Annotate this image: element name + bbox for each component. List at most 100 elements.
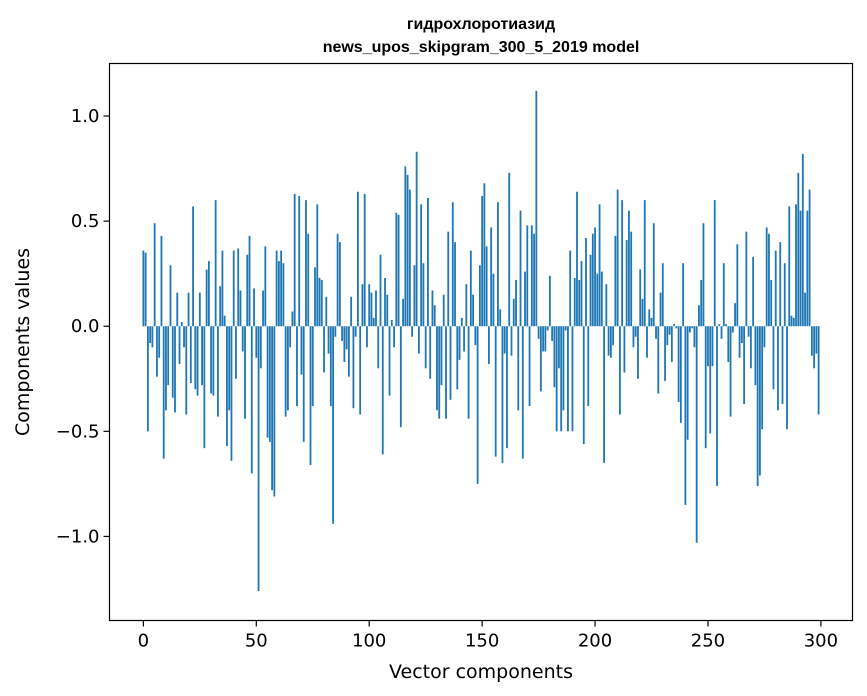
- bar-242: [688, 326, 691, 333]
- bar-73: [307, 233, 310, 327]
- bar-62: [282, 263, 285, 327]
- bar-230: [661, 263, 664, 327]
- bar-297: [813, 326, 816, 369]
- bar-186: [562, 326, 565, 411]
- bar-195: [582, 326, 585, 444]
- bar-275: [763, 326, 766, 348]
- bar-137: [451, 202, 454, 327]
- bar-55: [266, 326, 269, 438]
- bar-105: [379, 254, 382, 327]
- bar-166: [517, 326, 520, 411]
- bar-145: [469, 250, 472, 327]
- bar-7: [158, 326, 161, 358]
- bar-198: [589, 254, 592, 327]
- bar-4: [151, 326, 154, 348]
- bar-29: [207, 261, 210, 327]
- bar-284: [783, 263, 786, 327]
- bar-132: [440, 326, 443, 386]
- bar-292: [801, 153, 804, 327]
- bar-97: [361, 284, 364, 327]
- bar-3: [149, 326, 152, 344]
- bar-65: [289, 326, 292, 348]
- bar-215: [628, 210, 630, 327]
- bar-173: [533, 233, 535, 327]
- bar-57: [271, 326, 274, 491]
- bar-11: [167, 326, 170, 386]
- bar-286: [788, 206, 791, 327]
- x-axis-ticks: 0 50 100 150 200 250 300: [138, 620, 838, 652]
- bar-31: [212, 326, 215, 396]
- bar-193: [578, 279, 581, 327]
- bar-72: [305, 200, 307, 327]
- bar-82: [327, 326, 330, 354]
- bar-90: [345, 326, 348, 350]
- bar-33: [217, 326, 219, 417]
- bar-92: [350, 296, 353, 327]
- bar-49: [253, 288, 255, 327]
- bar-136: [449, 326, 452, 400]
- bar-43: [239, 290, 242, 327]
- bar-70: [300, 326, 303, 375]
- bar-34: [219, 286, 222, 327]
- bar-85: [334, 326, 337, 337]
- bar-214: [625, 240, 628, 327]
- bar-138: [454, 242, 456, 327]
- bar-238: [679, 326, 682, 423]
- bar-32: [214, 200, 217, 327]
- bar-152: [485, 246, 488, 327]
- bar-41: [235, 326, 237, 379]
- bar-266: [743, 326, 746, 405]
- bar-261: [731, 326, 734, 333]
- bar-260: [729, 326, 732, 417]
- bar-191: [573, 277, 576, 327]
- bar-179: [546, 326, 549, 331]
- bar-210: [616, 189, 619, 327]
- y-tick-label: 0.0: [71, 316, 100, 337]
- bar-213: [623, 326, 626, 373]
- bar-248: [702, 223, 705, 327]
- bar-288: [792, 317, 795, 327]
- bar-274: [761, 326, 764, 430]
- bar-147: [474, 326, 477, 346]
- bar-9: [162, 326, 165, 459]
- bar-168: [521, 326, 524, 459]
- bar-14: [174, 326, 176, 413]
- bar-209: [614, 235, 617, 327]
- bar-150: [481, 195, 484, 327]
- bar-239: [682, 263, 685, 327]
- bar-114: [399, 326, 402, 428]
- bar-74: [309, 326, 312, 465]
- bar-108: [386, 294, 389, 327]
- bar-199: [591, 233, 594, 327]
- bar-8: [160, 235, 163, 327]
- bar-53: [262, 290, 264, 327]
- bar-35: [221, 250, 224, 327]
- bar-79: [320, 279, 323, 327]
- bar-289: [795, 204, 797, 327]
- bar-182: [553, 326, 556, 388]
- bar-231: [664, 326, 666, 381]
- bar-290: [797, 172, 800, 327]
- bar-87: [338, 242, 341, 327]
- bar-89: [343, 326, 346, 362]
- bar-12: [169, 265, 172, 327]
- bar-272: [756, 326, 759, 486]
- bar-30: [210, 326, 213, 394]
- bar-101: [370, 292, 373, 327]
- bar-225: [650, 317, 653, 327]
- bar-5: [153, 223, 156, 327]
- bar-148: [476, 326, 479, 484]
- bar-203: [600, 271, 603, 327]
- bar-135: [447, 231, 450, 327]
- bar-233: [668, 326, 671, 335]
- bar-61: [280, 250, 283, 327]
- bar-299: [817, 326, 820, 415]
- bar-39: [230, 326, 233, 461]
- bar-178: [544, 326, 547, 352]
- bar-208: [612, 326, 615, 346]
- x-tick-label: 150: [465, 631, 499, 652]
- bar-121: [415, 151, 418, 327]
- bar-190: [571, 326, 574, 432]
- bar-293: [804, 292, 806, 327]
- bar-206: [607, 326, 610, 356]
